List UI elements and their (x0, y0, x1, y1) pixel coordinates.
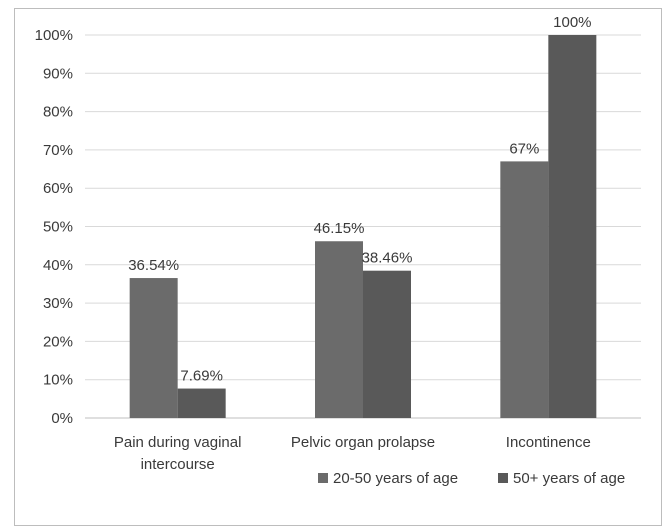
bar-series1 (500, 161, 549, 418)
category-label: Incontinence (506, 434, 591, 451)
category-label: Pain during vaginal (114, 434, 242, 451)
legend: 20-50 years of age 50+ years of age (318, 470, 625, 487)
data-label: 36.54% (128, 257, 179, 274)
y-tick-label: 40% (43, 257, 73, 274)
bar-series1 (129, 278, 178, 418)
bar-series2 (548, 35, 597, 418)
data-label: 67% (509, 140, 539, 157)
legend-swatch (498, 473, 508, 483)
y-tick-label: 60% (43, 180, 73, 197)
y-tick-label: 70% (43, 142, 73, 159)
data-label: 46.15% (314, 220, 365, 237)
legend-label: 50+ years of age (513, 470, 625, 487)
y-tick-label: 50% (43, 219, 73, 236)
y-axis-ticks: 0% 10% 20% 30% 40% 50% 60% 70% 80% 90% 100% (35, 27, 73, 427)
y-tick-label: 100% (35, 27, 73, 44)
bar-series1 (315, 241, 363, 418)
bar-series2 (363, 270, 411, 418)
category-label: intercourse (141, 456, 215, 473)
bars (129, 35, 597, 418)
y-tick-label: 30% (43, 295, 73, 312)
y-tick-label: 80% (43, 104, 73, 121)
legend-label: 20-50 years of age (333, 470, 458, 487)
data-label: 38.46% (362, 250, 413, 267)
y-tick-label: 20% (43, 333, 73, 350)
y-tick-label: 10% (43, 372, 73, 389)
data-label: 100% (553, 14, 591, 31)
data-label: 7.69% (180, 368, 223, 385)
data-labels: 36.54% 7.69% 46.15% 38.46% 67% 100% (128, 14, 591, 385)
category-label: Pelvic organ prolapse (291, 434, 435, 451)
legend-swatch (318, 473, 328, 483)
y-tick-label: 0% (51, 410, 73, 427)
y-tick-label: 90% (43, 65, 73, 82)
bar-series2 (177, 388, 226, 418)
category-labels: Pain during vaginal intercourse Pelvic org… (114, 434, 591, 473)
